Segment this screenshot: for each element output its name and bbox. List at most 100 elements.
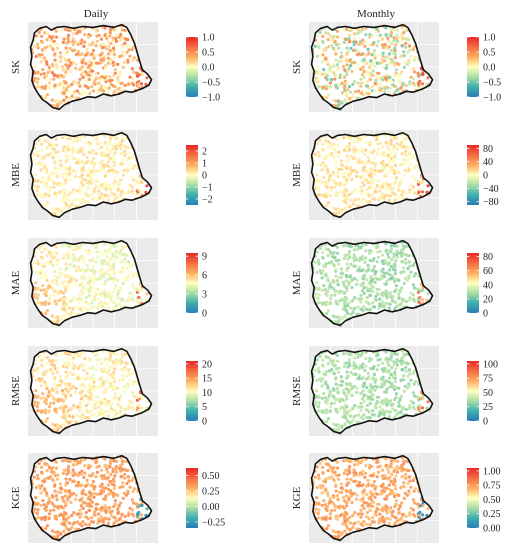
station-point xyxy=(35,81,40,85)
station-point xyxy=(317,85,321,89)
station-point xyxy=(128,270,132,274)
station-point xyxy=(371,42,375,47)
station-point xyxy=(392,36,396,40)
station-point xyxy=(320,276,324,280)
station-point xyxy=(347,301,351,305)
station-point xyxy=(89,377,93,381)
station-point xyxy=(47,389,51,393)
station-point xyxy=(64,268,68,272)
station-point xyxy=(90,69,95,73)
station-point xyxy=(103,390,107,394)
station-point xyxy=(63,488,67,493)
station-point xyxy=(56,315,60,319)
station-point xyxy=(371,73,375,77)
station-point xyxy=(38,163,42,167)
station-point xyxy=(338,299,342,303)
station-point xyxy=(349,262,353,266)
state-outline xyxy=(29,23,153,111)
station-point xyxy=(70,298,74,302)
station-point xyxy=(73,156,77,160)
station-point xyxy=(328,297,333,301)
station-point xyxy=(49,255,54,259)
station-point xyxy=(373,380,377,384)
station-point xyxy=(354,372,358,376)
station-point xyxy=(374,270,378,274)
row-label-mae: MAE xyxy=(291,271,303,296)
station-point xyxy=(321,34,325,38)
station-point xyxy=(99,489,103,493)
station-point xyxy=(379,269,383,273)
station-point xyxy=(313,403,317,407)
station-point xyxy=(73,264,77,268)
station-point xyxy=(70,418,74,422)
station-point xyxy=(406,266,410,271)
station-point xyxy=(98,269,102,273)
station-point xyxy=(331,252,335,256)
station-point xyxy=(105,252,109,256)
station-point xyxy=(78,391,82,395)
station-point xyxy=(408,152,412,156)
station-point xyxy=(351,418,355,422)
station-point xyxy=(374,162,378,166)
station-point xyxy=(53,514,57,519)
station-point xyxy=(42,265,47,269)
station-point xyxy=(78,84,82,88)
station-point xyxy=(93,403,97,407)
station-point xyxy=(345,279,349,283)
station-point xyxy=(356,352,360,356)
station-point xyxy=(74,497,78,501)
station-point xyxy=(50,314,55,318)
station-point xyxy=(364,192,368,196)
station-point xyxy=(103,463,107,467)
station-point xyxy=(103,282,107,286)
station-point xyxy=(62,308,66,312)
station-point xyxy=(53,289,57,293)
station-point xyxy=(323,157,327,161)
station-point xyxy=(41,499,45,503)
station-point xyxy=(107,194,111,198)
station-point xyxy=(38,379,42,383)
station-point xyxy=(91,48,96,53)
station-point xyxy=(373,280,377,284)
station-point xyxy=(39,180,43,184)
station-point xyxy=(386,45,390,49)
station-point xyxy=(119,368,123,372)
station-point xyxy=(109,472,113,477)
station-point xyxy=(144,513,148,518)
station-point xyxy=(56,534,60,538)
station-point xyxy=(51,48,55,52)
station-point xyxy=(112,373,116,377)
station-point xyxy=(395,357,399,362)
station-point xyxy=(356,244,360,248)
station-point xyxy=(119,54,123,58)
station-point xyxy=(347,193,351,197)
station-point xyxy=(45,386,49,390)
station-point xyxy=(94,71,98,75)
station-point xyxy=(343,253,347,257)
station-point xyxy=(78,401,82,405)
station-point xyxy=(418,79,422,83)
station-point xyxy=(345,52,349,56)
station-point xyxy=(116,400,120,404)
station-point xyxy=(90,516,94,520)
row-label-sk: SK xyxy=(10,60,22,74)
station-point xyxy=(356,520,361,524)
station-point xyxy=(123,472,127,476)
station-point xyxy=(398,35,402,39)
station-point xyxy=(387,255,391,259)
station-point xyxy=(132,380,137,384)
station-point xyxy=(71,415,75,419)
station-point xyxy=(402,247,406,251)
station-point xyxy=(55,477,60,481)
station-point xyxy=(56,319,60,323)
station-point xyxy=(347,283,351,287)
station-point xyxy=(42,49,47,53)
state-outline xyxy=(310,239,434,327)
station-point xyxy=(130,67,134,71)
station-point xyxy=(409,183,413,187)
station-point xyxy=(54,353,58,357)
station-point xyxy=(32,295,36,299)
station-point xyxy=(367,302,371,306)
station-point xyxy=(43,164,47,168)
station-point xyxy=(317,71,321,75)
